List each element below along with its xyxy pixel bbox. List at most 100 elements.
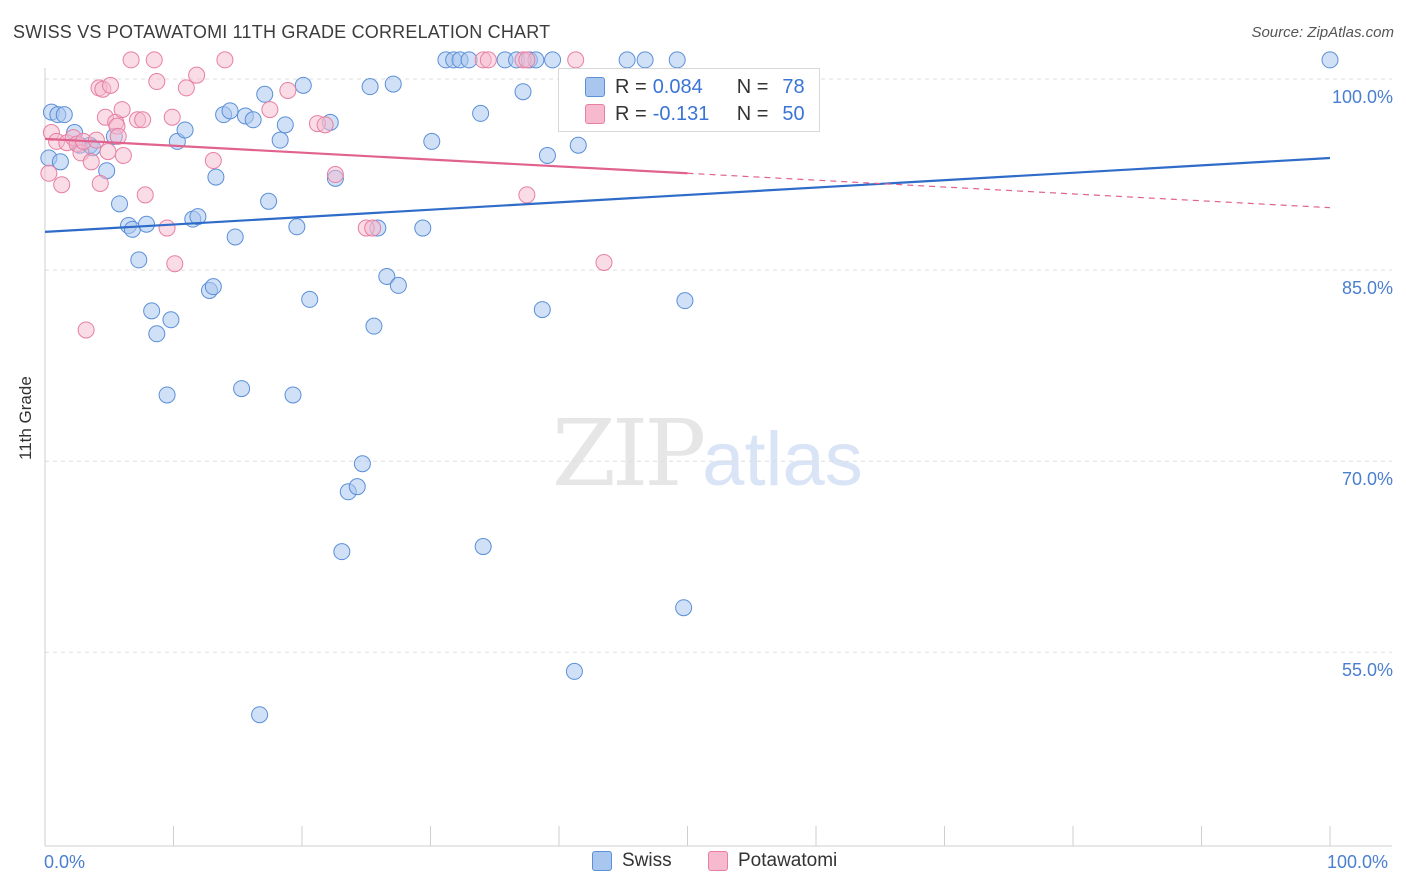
legend-swatch-potawatomi — [708, 851, 728, 871]
potawatomi-point-32 — [177, 79, 195, 97]
swiss-point-53 — [389, 276, 407, 294]
stats-box: R = 0.084 N = 78 R = -0.131 N = 50 — [558, 68, 820, 132]
swiss-n-label: N = — [736, 75, 769, 98]
swiss-point-47 — [353, 455, 371, 473]
swiss-point-21 — [176, 121, 194, 139]
potawatomi-n-label: N = — [736, 102, 769, 125]
swiss-point-75 — [675, 599, 693, 617]
swiss-point-3 — [51, 153, 69, 171]
swiss-r-value: 0.084 — [652, 75, 703, 98]
potawatomi-point-49 — [595, 253, 613, 271]
x-tick-label-0: 0.0% — [44, 852, 86, 872]
swiss-point-41 — [301, 290, 319, 308]
potawatomi-point-26 — [136, 186, 154, 204]
swiss-point-14 — [130, 251, 148, 269]
swiss-point-35 — [260, 192, 278, 210]
y-tick-label-55: 55.0% — [1341, 660, 1393, 680]
swiss-point-15 — [138, 215, 156, 233]
swiss-point-46 — [348, 478, 366, 496]
swiss-point-51 — [378, 267, 396, 285]
swiss-point-25 — [204, 278, 222, 296]
swiss-point-30 — [233, 380, 251, 398]
watermark-atlas: atlas — [702, 417, 863, 502]
swiss-point-39 — [288, 218, 306, 236]
swiss-point-4 — [55, 106, 73, 124]
swiss-point-74 — [668, 51, 686, 69]
swiss-point-16 — [143, 302, 161, 320]
swiss-point-70 — [565, 662, 583, 680]
potawatomi-point-27 — [145, 51, 163, 69]
legend-swatch-swiss — [592, 851, 612, 871]
swiss-point-73 — [636, 51, 654, 69]
potawatomi-point-36 — [261, 101, 279, 119]
swiss-point-54 — [414, 219, 432, 237]
swiss-point-55 — [423, 132, 441, 150]
potawatomi-point-3 — [53, 176, 71, 194]
swiss-point-36 — [271, 131, 289, 149]
y-tick-label-70: 70.0% — [1341, 469, 1393, 489]
potawatomi-r-value: -0.131 — [652, 102, 710, 125]
potawatomi-point-13 — [91, 174, 109, 192]
potawatomi-point-39 — [316, 116, 334, 134]
stats-row-swiss: R = 0.084 N = 78 — [559, 74, 805, 100]
swiss-point-68 — [538, 146, 556, 164]
source-credit: Source: ZipAtlas.com — [1251, 24, 1394, 41]
swiss-point-49 — [365, 317, 383, 335]
potawatomi-point-21 — [113, 101, 131, 119]
swiss-point-19 — [162, 311, 180, 329]
swiss-point-61 — [474, 538, 492, 556]
swiss-point-76 — [676, 292, 694, 310]
potawatomi-point-46 — [518, 51, 536, 69]
swiss-point-23 — [189, 208, 207, 226]
y-tick-label-85: 85.0% — [1341, 278, 1393, 298]
swiss-point-17 — [148, 325, 166, 343]
stats-row-potawatomi: R = -0.131 N = 50 — [559, 101, 805, 127]
legend-item-swiss[interactable]: Swiss — [592, 850, 672, 872]
swiss-point-28 — [221, 102, 239, 120]
swiss-trend-line — [44, 156, 1331, 233]
swiss-n-value: 78 — [782, 75, 805, 98]
watermark: ZIPatlas — [552, 400, 863, 507]
potawatomi-point-25 — [134, 111, 152, 129]
swiss-point-33 — [251, 706, 269, 724]
potawatomi-trend-extension — [687, 172, 1331, 209]
swiss-point-67 — [533, 301, 551, 319]
swiss-point-32 — [244, 111, 262, 129]
potawatomi-trend-line — [44, 137, 688, 175]
potawatomi-point-34 — [204, 152, 222, 170]
swiss-point-26 — [207, 168, 225, 186]
swiss-point-64 — [514, 83, 532, 101]
potawatomi-point-47 — [518, 186, 536, 204]
watermark-zip: ZIP — [552, 400, 706, 507]
swiss-point-11 — [111, 195, 129, 213]
potawatomi-point-33 — [188, 66, 206, 84]
chart-title: SWISS VS POTAWATOMI 11TH GRADE CORRELATI… — [13, 22, 551, 42]
potawatomi-point-44 — [479, 51, 497, 69]
potawatomi-point-20 — [109, 127, 127, 145]
potawatomi-r-label: R = — [615, 102, 647, 125]
potawatomi-n-value: 50 — [782, 102, 805, 125]
legend-label-potawatomi: Potawatomi — [738, 850, 838, 871]
potawatomi-swatch — [585, 104, 605, 124]
potawatomi-point-22 — [114, 146, 132, 164]
potawatomi-point-35 — [216, 51, 234, 69]
potawatomi-point-17 — [102, 76, 120, 94]
legend: Swiss Potawatomi — [0, 850, 1406, 878]
swiss-swatch — [585, 77, 605, 97]
swiss-point-72 — [618, 51, 636, 69]
y-tick-label-100: 100.0% — [1331, 87, 1393, 107]
swiss-point-59 — [460, 51, 478, 69]
swiss-point-52 — [384, 75, 402, 93]
potawatomi-point-48 — [567, 51, 585, 69]
swiss-point-69 — [544, 51, 562, 69]
potawatomi-point-10 — [82, 153, 100, 171]
swiss-point-37 — [276, 116, 294, 134]
swiss-point-13 — [123, 220, 141, 238]
swiss-point-48 — [361, 78, 379, 96]
potawatomi-point-16 — [99, 143, 117, 161]
swiss-point-29 — [226, 228, 244, 246]
swiss-point-38 — [284, 386, 302, 404]
legend-label-swiss: Swiss — [622, 850, 672, 871]
swiss-point-44 — [333, 543, 351, 561]
legend-item-potawatomi[interactable]: Potawatomi — [708, 850, 837, 872]
